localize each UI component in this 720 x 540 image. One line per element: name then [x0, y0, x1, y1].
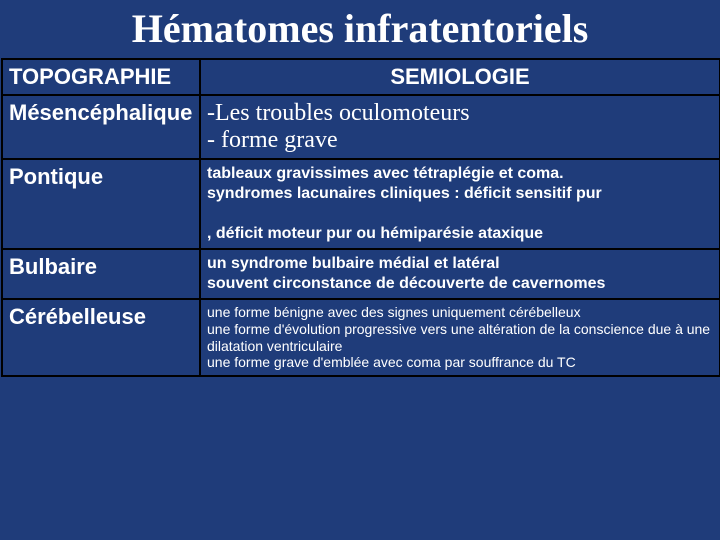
topo-pontique: Pontique — [2, 159, 200, 249]
content-table: TOPOGRAPHIE SEMIOLOGIE Mésencéphalique -… — [1, 58, 720, 377]
slide-title: Hématomes infratentoriels — [0, 0, 720, 58]
slide: Hématomes infratentoriels TOPOGRAPHIE SE… — [0, 0, 720, 540]
table-row: Cérébelleuse une forme bénigne avec des … — [2, 299, 720, 376]
semi-bulbaire: un syndrome bulbaire médial et latéral s… — [200, 249, 720, 299]
header-topographie: TOPOGRAPHIE — [2, 59, 200, 95]
table-row: Mésencéphalique -Les troubles oculomoteu… — [2, 95, 720, 159]
header-semiologie: SEMIOLOGIE — [200, 59, 720, 95]
table-row: Bulbaire un syndrome bulbaire médial et … — [2, 249, 720, 299]
topo-bulbaire: Bulbaire — [2, 249, 200, 299]
semi-cerebelleuse: une forme bénigne avec des signes unique… — [200, 299, 720, 376]
table-header-row: TOPOGRAPHIE SEMIOLOGIE — [2, 59, 720, 95]
semi-pontique: tableaux gravissimes avec tétraplégie et… — [200, 159, 720, 249]
semi-mesencephalique: -Les troubles oculomoteurs - forme grave — [200, 95, 720, 159]
topo-mesencephalique: Mésencéphalique — [2, 95, 200, 159]
topo-cerebelleuse: Cérébelleuse — [2, 299, 200, 376]
table-row: Pontique tableaux gravissimes avec tétra… — [2, 159, 720, 249]
